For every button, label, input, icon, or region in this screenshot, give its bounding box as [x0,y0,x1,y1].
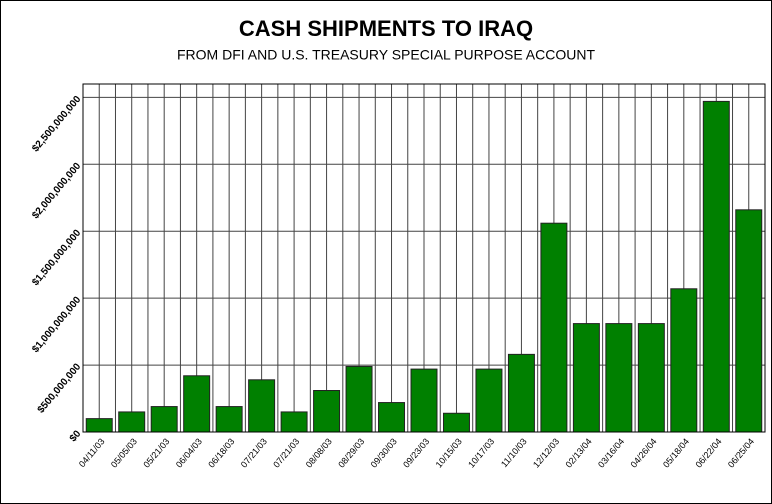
bar [702,100,730,433]
bar [118,411,146,433]
bar [475,368,503,433]
bar [410,368,438,433]
bar [637,323,665,433]
bar [378,402,406,433]
bar [248,379,276,433]
bar [540,222,568,433]
bar [313,390,341,433]
bar [442,412,470,433]
bar [735,209,763,433]
bar [507,353,535,433]
plot-border [82,83,766,433]
bar [215,406,243,433]
bar [280,411,308,433]
bar [605,323,633,433]
bar [85,418,113,433]
bar [572,323,600,433]
chart-subtitle: FROM DFI AND U.S. TREASURY SPECIAL PURPO… [177,47,595,63]
bar [345,365,373,433]
chart-title: CASH SHIPMENTS TO IRAQ [239,16,533,41]
bar [183,375,211,433]
bar [150,406,178,433]
bar [670,288,698,433]
